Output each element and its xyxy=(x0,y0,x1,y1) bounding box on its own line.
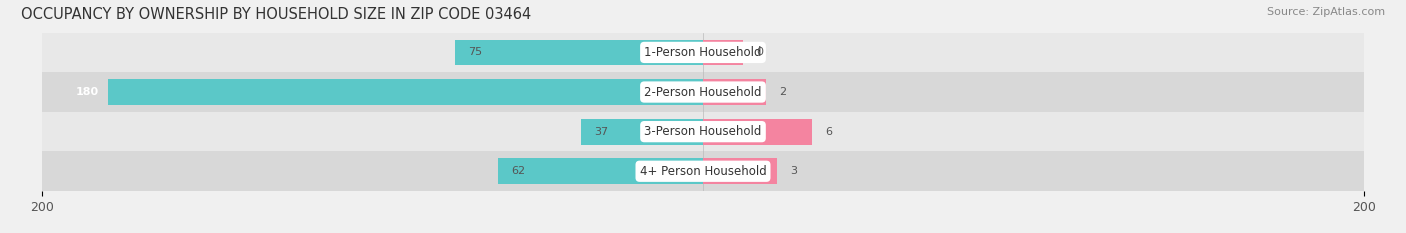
Text: 6: 6 xyxy=(825,127,832,137)
Text: 3: 3 xyxy=(790,166,797,176)
Text: 75: 75 xyxy=(468,48,482,57)
Text: OCCUPANCY BY OWNERSHIP BY HOUSEHOLD SIZE IN ZIP CODE 03464: OCCUPANCY BY OWNERSHIP BY HOUSEHOLD SIZE… xyxy=(21,7,531,22)
Text: 3-Person Household: 3-Person Household xyxy=(644,125,762,138)
Bar xyxy=(703,40,742,65)
Text: 0: 0 xyxy=(756,48,763,57)
Text: 1-Person Household: 1-Person Household xyxy=(644,46,762,59)
Text: 180: 180 xyxy=(76,87,98,97)
Text: 4+ Person Household: 4+ Person Household xyxy=(640,165,766,178)
Bar xyxy=(703,158,778,184)
Bar xyxy=(42,72,1364,112)
Bar xyxy=(703,79,766,105)
Text: 62: 62 xyxy=(512,166,526,176)
Bar xyxy=(581,119,703,144)
Text: Source: ZipAtlas.com: Source: ZipAtlas.com xyxy=(1267,7,1385,17)
Bar xyxy=(703,119,813,144)
Text: 2-Person Household: 2-Person Household xyxy=(644,86,762,99)
Bar xyxy=(498,158,703,184)
Bar xyxy=(42,112,1364,151)
Text: 2: 2 xyxy=(779,87,786,97)
Bar xyxy=(456,40,703,65)
Bar xyxy=(42,151,1364,191)
Bar xyxy=(42,33,1364,72)
Bar xyxy=(108,79,703,105)
Text: 37: 37 xyxy=(593,127,607,137)
